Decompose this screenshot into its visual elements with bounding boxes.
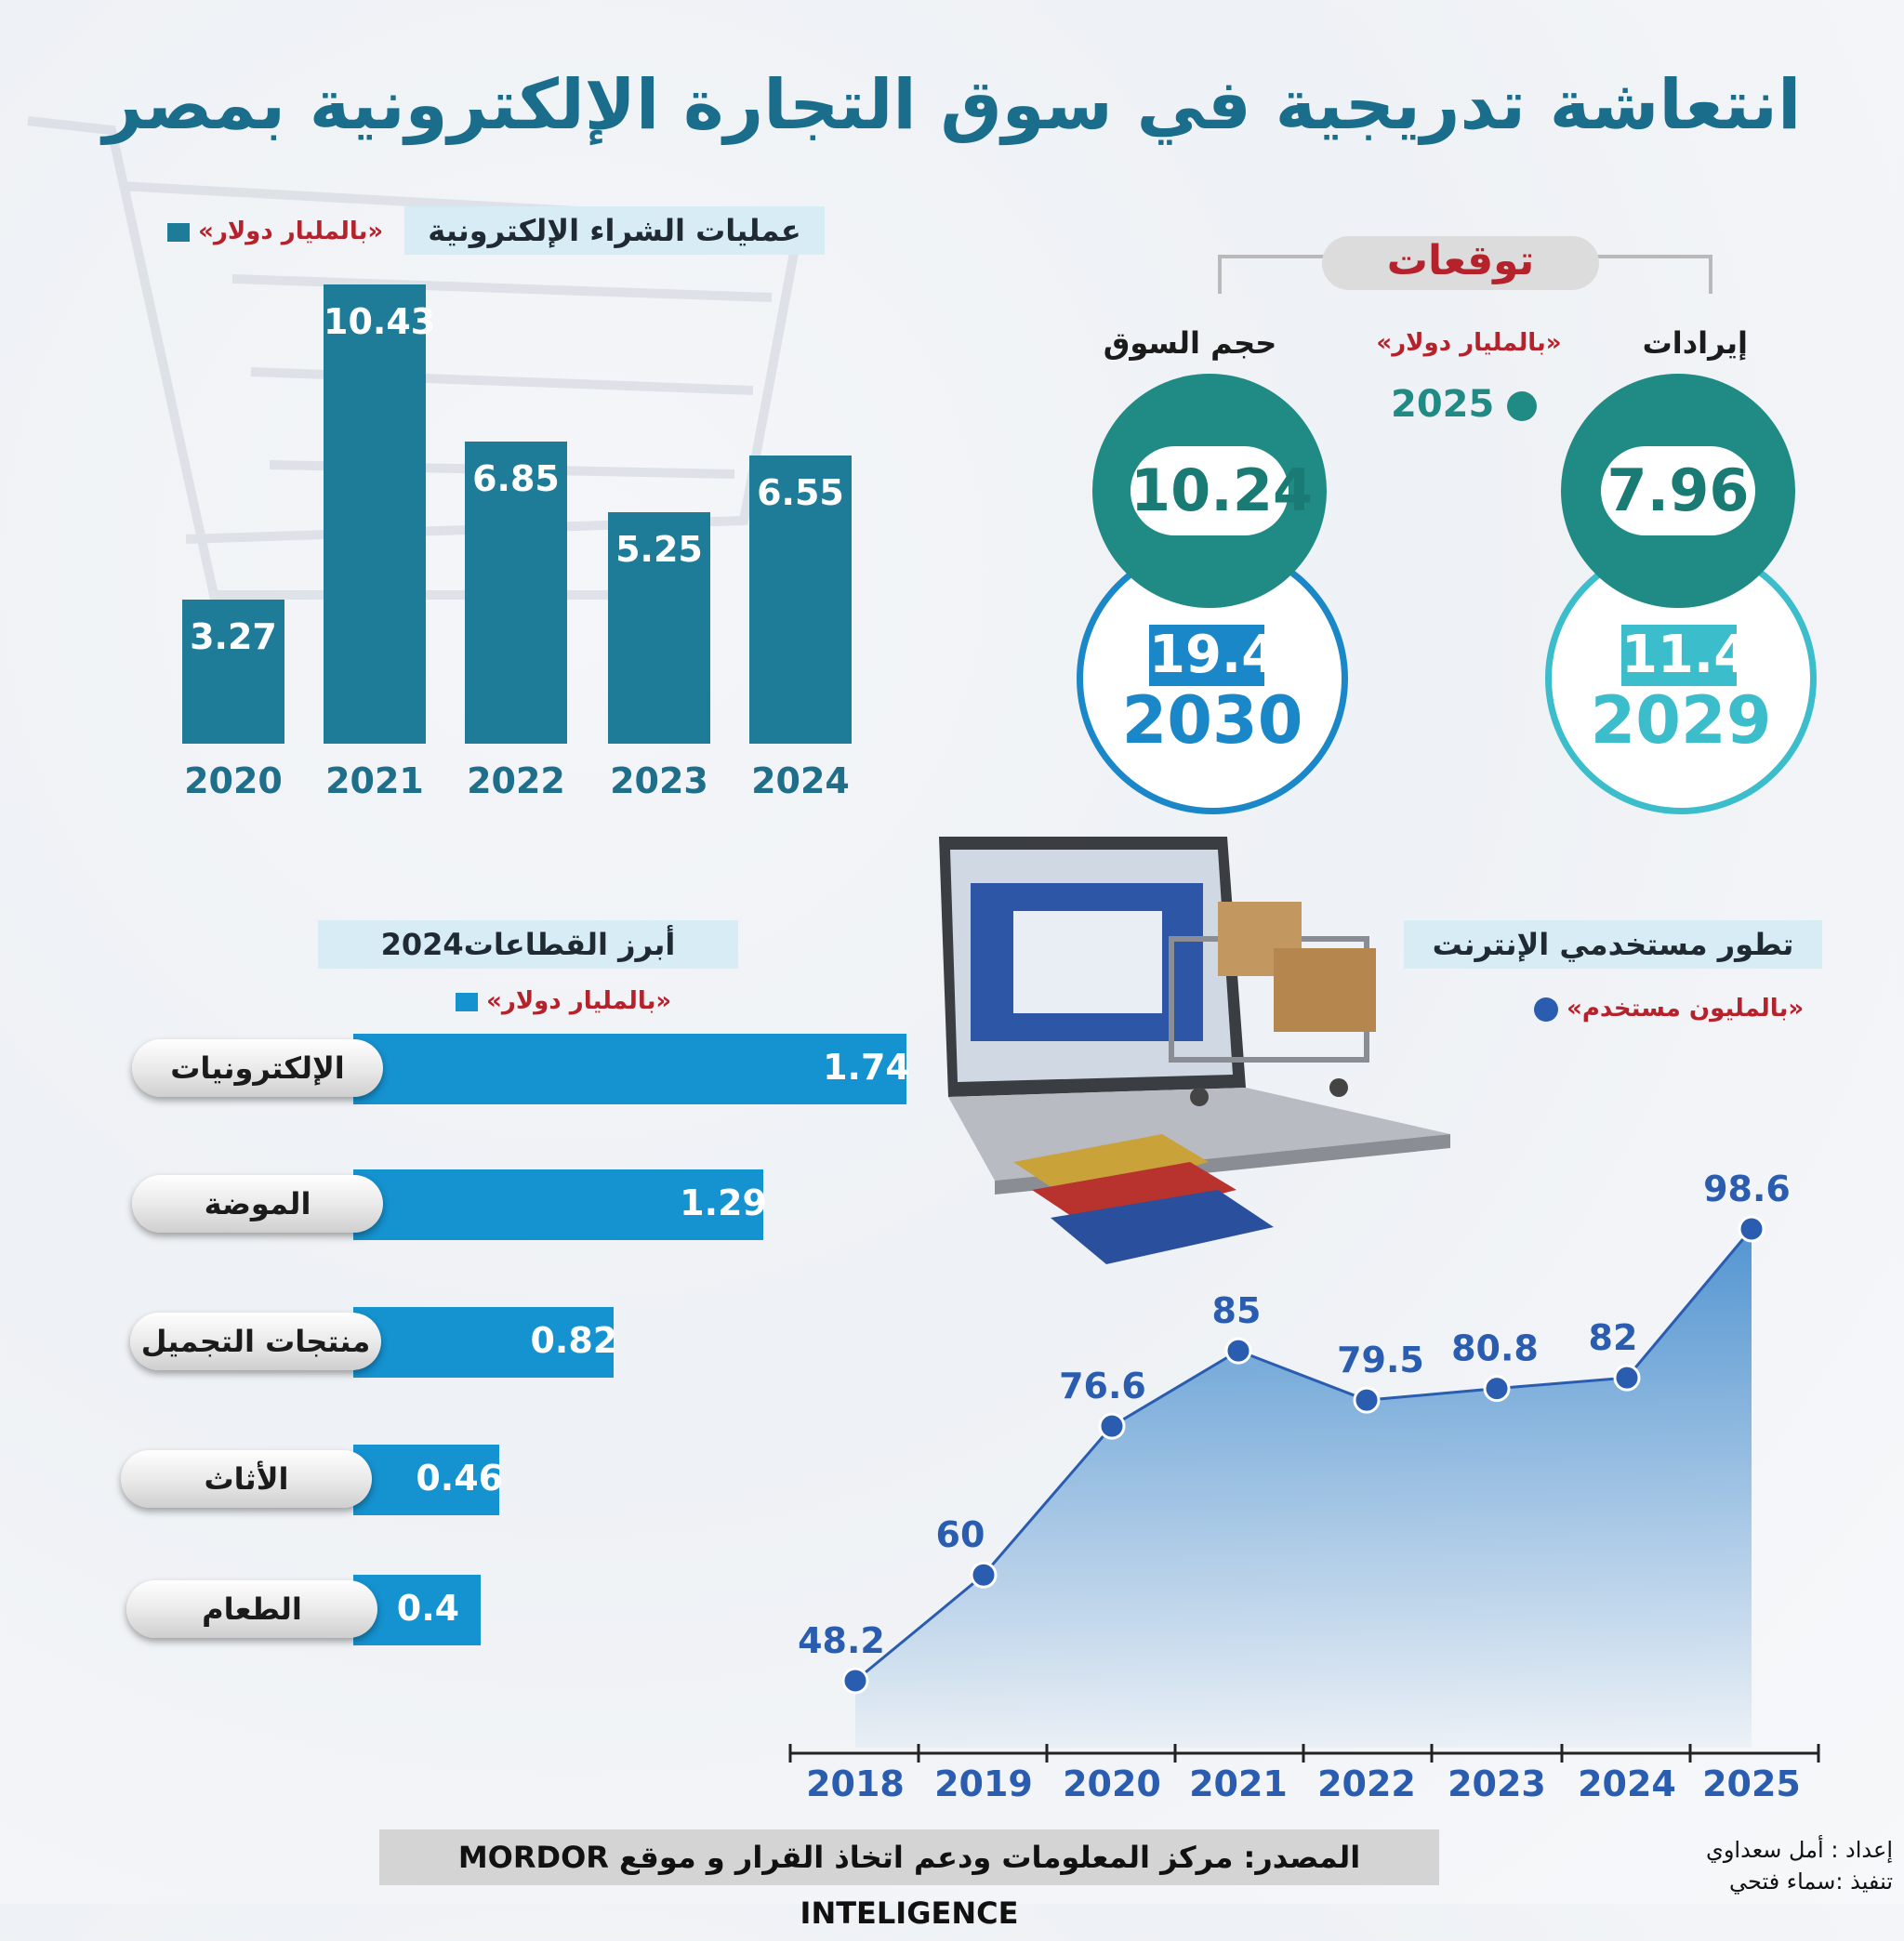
internet-users-point [1738,1215,1765,1243]
internet-users-value-label: 76.6 [1059,1366,1146,1406]
purchase-bar [182,600,284,744]
sector-bar-value: 0.82 [530,1320,618,1361]
internet-users-value-label: 80.8 [1451,1328,1539,1369]
internet-year-label: 2019 [934,1763,1033,1804]
sector-label: الإلكترونيات [132,1039,383,1097]
base-year-legend: 2025 [1391,383,1538,426]
purchase-bar [465,442,567,744]
internet-users-value-label: 60 [936,1514,985,1555]
internet-users-value-label: 79.5 [1337,1340,1424,1380]
purchase-bar-value: 10.43 [324,300,436,342]
internet-unit-label: «بالمليون مستخدم» [1567,995,1805,1023]
sector-label: الطعام [126,1580,377,1638]
sector-bar [353,1169,764,1240]
purchase-year-label: 2020 [184,760,283,801]
page-title: انتعاشة تدريجية في سوق التجارة الإلكترون… [102,65,1802,145]
internet-year-label: 2021 [1189,1763,1288,1804]
purchase-bar-value: 6.85 [472,458,560,500]
internet-users-point [1224,1337,1252,1365]
sector-bar [353,1034,907,1104]
internet-unit-legend: «بالمليون مستخدم» [1534,995,1804,1023]
purchase-year-label: 2023 [610,760,708,801]
internet-users-value-label: 98.6 [1703,1169,1791,1209]
forecast-unit: «بالمليار دولار» [1376,329,1562,357]
purchase-bar [749,455,852,744]
sector-bar-value: 1.29 [680,1182,767,1223]
sectors-unit-legend: «بالمليار دولار» [456,987,671,1015]
purchases-unit-legend: «بالمليار دولار» [167,218,383,245]
market-current-value: 10.24 [1130,446,1313,535]
laptop-shopping-cart-illustration [939,837,1450,1264]
internet-users-value-label: 48.2 [798,1620,885,1661]
purchases-panel-title: عمليات الشراء الإلكترونية [404,206,825,255]
internet-year-label: 2023 [1448,1763,1546,1804]
credit-executed: تنفيذ :سماء فتحي [1728,1868,1893,1895]
sector-bar [353,1445,500,1515]
forecast-title-pill [1322,236,1599,290]
internet-users-point [1483,1375,1511,1403]
internet-year-label: 2025 [1702,1763,1801,1804]
internet-users-value-label: 82 [1589,1317,1638,1358]
internet-users-point [970,1561,998,1589]
purchases-unit-label: «بالمليار دولار» [198,218,384,245]
sector-label: منتجات التجميل [130,1313,381,1370]
internet-users-point [1613,1364,1641,1392]
legend-square-icon [456,992,478,1011]
legend-square-icon [167,222,190,242]
internet-year-label: 2020 [1063,1763,1161,1804]
internet-users-point [841,1667,869,1695]
revenue-label: إيرادات [1642,325,1748,361]
market-label: حجم السوق [1103,325,1277,361]
sector-bar-value: 0.4 [396,1588,460,1629]
market-future-year: 2030 [1121,682,1303,759]
internet-year-label: 2024 [1578,1763,1676,1804]
internet-users-value-label: 85 [1212,1290,1262,1331]
internet-panel-title: تطور مستخدمي الإنترنت [1404,920,1822,969]
base-year-dot-icon [1507,391,1538,421]
purchase-year-label: 2022 [467,760,565,801]
sector-label: الموضة [132,1175,383,1233]
forecast-title: توقعات [1386,237,1535,284]
sector-label: الأثاث [121,1450,372,1508]
internet-users-point [1098,1412,1126,1440]
sector-bar-value: 0.46 [416,1458,504,1499]
purchase-bar-value: 6.55 [757,471,844,513]
purchase-bar-value: 5.25 [615,529,703,571]
revenue-future-year: 2029 [1590,682,1772,759]
internet-year-label: 2018 [806,1763,905,1804]
purchase-bar-value: 3.27 [190,616,277,657]
internet-users-point [1353,1386,1381,1414]
purchase-bar [608,512,710,744]
base-year: 2025 [1391,383,1495,426]
credit-prepared: إعداد : أمل سعداوي [1706,1837,1893,1863]
sectors-panel-title: أبرز القطاعات2024 [318,920,738,969]
internet-users-line [854,1228,1753,1683]
revenue-current-value: 7.96 [1601,446,1755,535]
legend-dot-icon [1534,997,1558,1022]
sector-bar-value: 1.74 [823,1047,910,1088]
purchase-year-label: 2021 [325,760,424,801]
sector-bar [353,1307,615,1378]
source-note: المصدر: مركز المعلومات ودعم اتخاذ القرار… [379,1829,1439,1931]
internet-users-area [855,1229,1752,1748]
internet-year-label: 2022 [1317,1763,1416,1804]
sectors-unit-label: «بالمليار دولار» [486,987,672,1015]
purchase-bar [324,284,426,744]
purchase-year-label: 2024 [751,760,850,801]
